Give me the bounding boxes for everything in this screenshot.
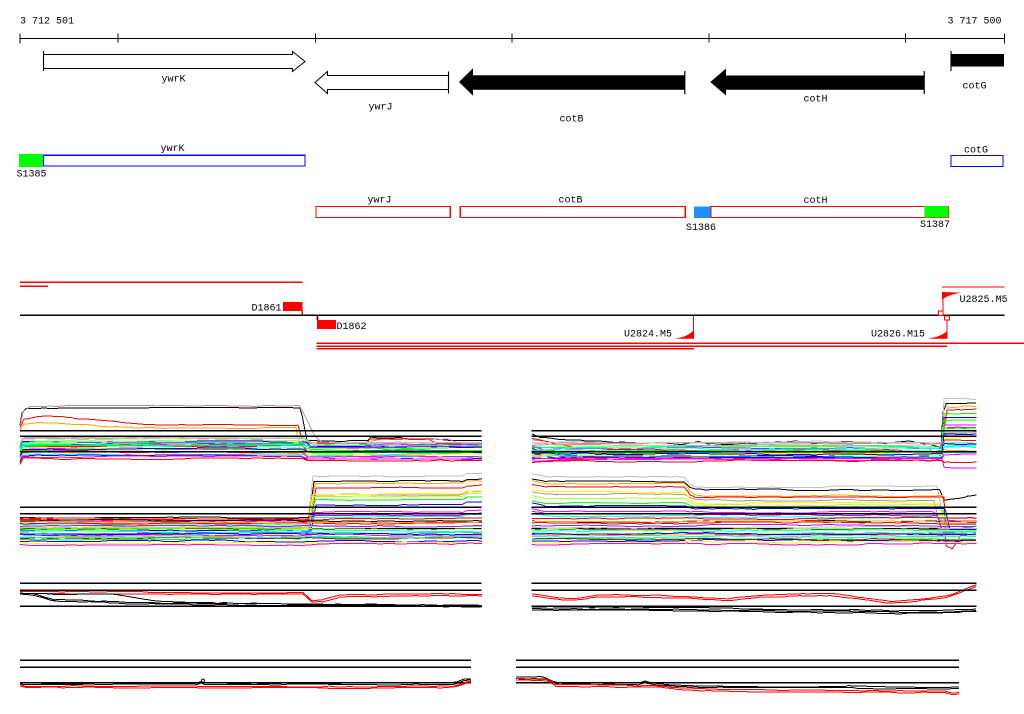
svg-text:cotB: cotB [559,115,583,126]
svg-text:U2825.M5: U2825.M5 [960,295,1008,306]
svg-text:D1862: D1862 [337,322,367,333]
svg-text:ywrJ: ywrJ [368,103,392,114]
svg-text:ywrK: ywrK [160,144,184,155]
svg-text:D1861: D1861 [252,303,282,314]
svg-text:cotG: cotG [964,146,988,157]
svg-text:S1386: S1386 [686,223,716,234]
svg-text:3 712 501: 3 712 501 [20,17,74,28]
svg-text:U2824.M5: U2824.M5 [624,330,672,341]
svg-text:S1387: S1387 [920,220,950,231]
svg-text:cotH: cotH [803,196,827,207]
svg-text:cotH: cotH [803,95,827,106]
svg-text:cotG: cotG [962,82,986,93]
svg-text:S1385: S1385 [17,170,47,181]
svg-text:U2826.M15: U2826.M15 [871,330,925,341]
svg-text:3 717 500: 3 717 500 [948,17,1002,28]
svg-text:ywrJ: ywrJ [367,196,391,207]
svg-text:cotB: cotB [558,196,582,207]
svg-text:ywrK: ywrK [161,75,185,86]
